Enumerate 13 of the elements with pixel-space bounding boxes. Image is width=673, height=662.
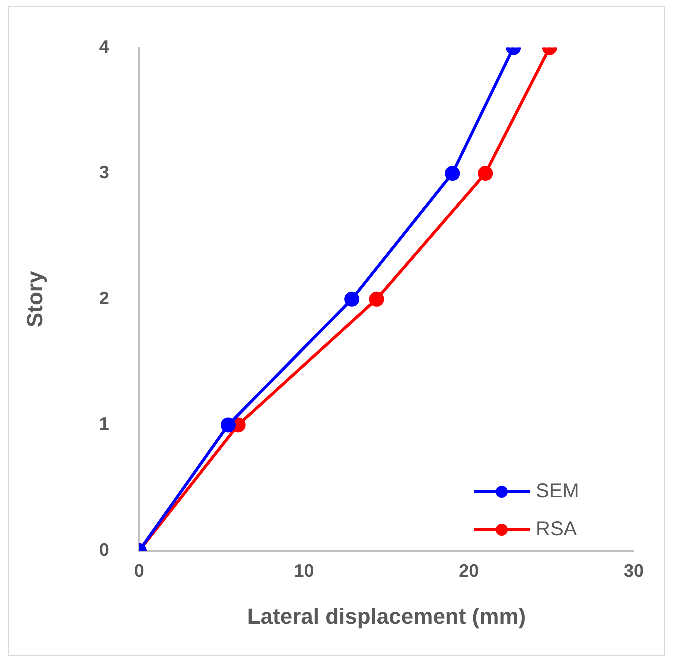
x-tick-label: 10 [294, 560, 314, 581]
x-tick-label: 20 [459, 560, 480, 581]
y-tick-label: 2 [99, 288, 110, 308]
legend-label: SEM [536, 480, 580, 503]
x-tick-label: 30 [624, 560, 644, 581]
legend-label: RSA [536, 518, 578, 541]
x-tick-label: 0 [134, 560, 144, 581]
y-tick-label: 1 [99, 414, 110, 434]
y-axis-title: Story [22, 270, 48, 328]
y-tick-label: 0 [99, 540, 110, 560]
x-axis-title: Lateral displacement (mm) [247, 604, 526, 629]
y-tick-label: 3 [99, 162, 110, 183]
y-tick-label: 4 [99, 36, 110, 57]
